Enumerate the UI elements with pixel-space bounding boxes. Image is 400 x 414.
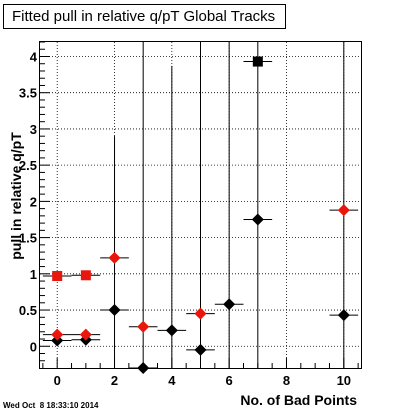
data-point-square [252,56,263,67]
title-box [3,4,286,29]
y-tick-label: 2 [30,194,37,209]
data-point-diamond [108,304,121,317]
y-tick-label: 4 [30,49,38,64]
data-point-diamond [194,307,207,320]
data-point-diamond [137,320,150,333]
data-point-diamond [223,298,236,311]
y-tick-label: 2.5 [19,158,37,173]
x-tick-label: 4 [168,373,176,388]
data-point-diamond [108,251,121,264]
data-point-diamond [165,324,178,337]
y-tick-labels: 0 0.5 1 1.5 2 2.5 3 3.5 4 [19,49,38,354]
y-tick-label: 3 [30,122,37,137]
data-point-square [80,270,91,281]
y-axis-title: pull in relative q/pT [8,132,24,260]
y-tick-label: 0 [30,339,37,354]
y-tick-label: 3.5 [19,86,37,101]
x-tick-label: 10 [337,373,351,388]
data-point-square [52,270,63,281]
y-tick-label: 1.5 [19,231,37,246]
data-point-diamond [194,343,207,356]
y-tick-label: 1 [30,267,37,282]
plot-frame [39,41,362,369]
data-markers [51,56,350,374]
x-axis-title: No. of Bad Points [240,392,357,408]
data-point-diamond [337,204,350,217]
x-tick-label: 6 [226,373,233,388]
chart-title: Fitted pull in relative q/pT Global Trac… [12,8,275,25]
x-tick-labels: 0 2 4 6 8 10 [54,373,351,388]
x-tick-label: 2 [111,373,118,388]
data-point-diamond [51,328,64,341]
footer-timestamp: Wed Oct 8 18:33:10 2014 [3,401,99,410]
x-tick-label: 8 [283,373,290,388]
y-tick-label: 0.5 [19,303,37,318]
data-point-diamond [251,213,264,226]
data-point-diamond [79,328,92,341]
data-point-diamond [337,309,350,322]
x-tick-label: 0 [54,373,61,388]
data-point-diamond [137,362,150,374]
